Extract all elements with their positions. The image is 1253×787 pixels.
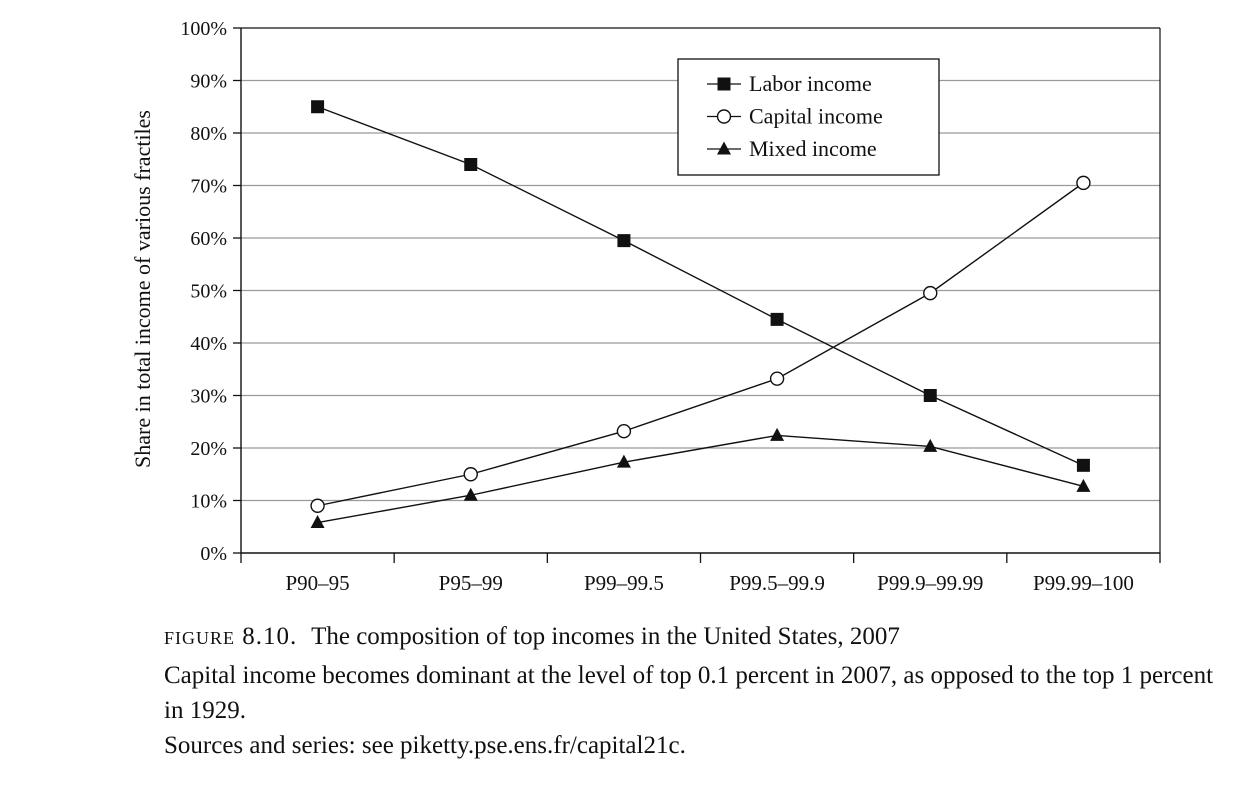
y-tick-label: 50% [190, 281, 227, 303]
series-layer [310, 100, 1091, 529]
data-point [923, 438, 938, 452]
data-point [1076, 458, 1090, 472]
legend-marker [717, 141, 731, 155]
figure-description: Capital income becomes dominant at the l… [164, 662, 1214, 724]
line-chart: 0% 10% 20% 30% 40% 50% 60% 70% 80% 90% 100% P90–95… [130, 18, 1161, 595]
y-tick-label: 60% [190, 228, 227, 250]
series-circle [310, 175, 1091, 513]
x-tick-label: P99.9–99.99 [877, 571, 983, 595]
data-point [617, 234, 631, 248]
legend-label: Labor income [749, 71, 872, 96]
figure-number: figure 8.10. [164, 623, 298, 650]
data-point [1076, 175, 1091, 191]
series-line [317, 106, 1084, 466]
legend-label: Capital income [749, 104, 883, 129]
data-point [923, 285, 938, 301]
data-point [464, 158, 478, 171]
y-axis-ticks: 0% 10% 20% 30% 40% 50% 60% 70% 80% 90% 100% [180, 18, 241, 565]
y-axis-label: Share in total income of various fractil… [130, 110, 155, 468]
series-line [317, 434, 1084, 524]
x-tick-label: P99–99.5 [584, 571, 664, 595]
data-point [310, 498, 325, 513]
data-point [769, 371, 785, 386]
y-tick-label: 30% [190, 386, 227, 408]
data-point [311, 100, 325, 114]
y-tick-label: 40% [190, 333, 227, 355]
data-point [1076, 478, 1091, 492]
data-point [463, 467, 478, 482]
y-tick-label: 70% [190, 176, 227, 198]
x-tick-label: P95–99 [439, 571, 503, 595]
x-tick-label: P99.99–100 [1033, 571, 1134, 595]
legend: Labor income Capital income Mixed income [677, 58, 940, 176]
data-point [616, 454, 631, 468]
data-point [770, 427, 785, 441]
y-tick-label: 0% [200, 543, 227, 565]
x-tick-label: P99.5–99.9 [729, 571, 825, 595]
data-point [770, 312, 784, 326]
x-tick-label: P90–95 [285, 571, 349, 595]
figure-sources: Sources and series: see piketty.pse.ens.… [164, 732, 686, 759]
series-triangle [310, 427, 1091, 529]
legend-label: Mixed income [749, 136, 877, 161]
x-axis-ticks: P90–95 P95–99 P99–99.5 P99.5–99.9 P99.9–99.9… [240, 553, 1161, 595]
y-tick-label: 80% [190, 123, 227, 145]
figure-title: The composition of top incomes in the Un… [311, 623, 900, 650]
data-point [616, 424, 632, 439]
y-tick-label: 20% [190, 438, 227, 460]
series-square [311, 100, 1090, 472]
y-tick-label: 100% [180, 18, 227, 40]
data-point [463, 487, 478, 501]
y-tick-label: 90% [190, 71, 227, 93]
figure-caption: figure 8.10. The composition of top inco… [164, 620, 1224, 763]
y-tick-label: 10% [190, 491, 227, 513]
series-line [317, 182, 1084, 507]
legend-marker [717, 77, 731, 91]
figure-title-line: figure 8.10. The composition of top inco… [164, 620, 1224, 654]
legend-marker [716, 109, 732, 124]
data-point [310, 515, 325, 529]
data-point [923, 389, 937, 402]
